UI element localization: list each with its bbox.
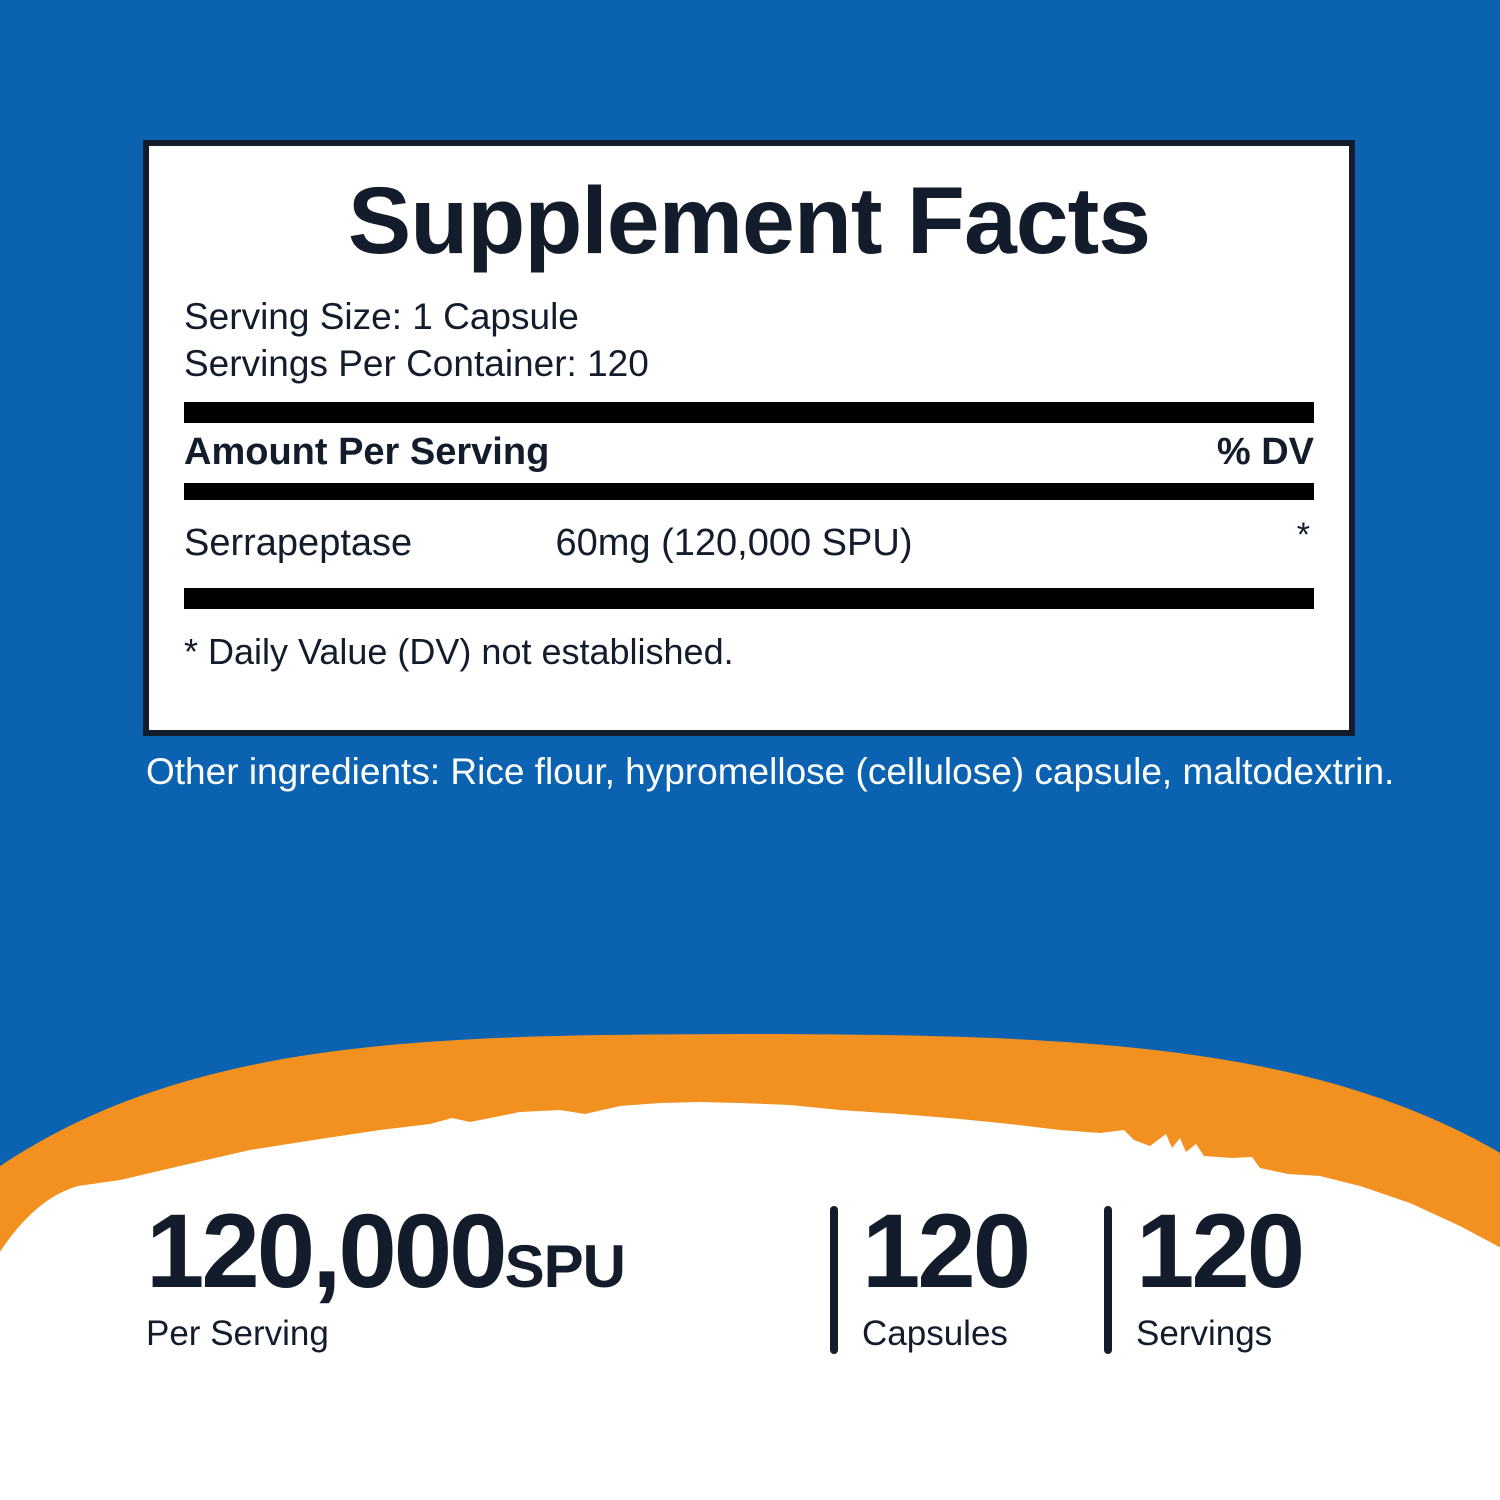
stat-divider-1 [830, 1206, 838, 1354]
nutrient-dv: * [1296, 515, 1310, 554]
supplement-facts-title: Supplement Facts [347, 168, 1151, 274]
serving-info: Serving Size: 1 Capsule Servings Per Con… [184, 293, 1314, 388]
nutrient-name: Serrapeptase [184, 521, 413, 564]
stat-servings-value: 120 [1136, 1193, 1305, 1310]
table-row: Serrapeptase 60mg (120,000 SPU) * [184, 500, 1314, 588]
stat-capsules-value: 120 [862, 1193, 1031, 1310]
rule-under-header [184, 482, 1314, 500]
supplement-facts-panel: Supplement Facts Serving Size: 1 Capsule… [143, 140, 1355, 736]
stat-spu-per-serving: 120,000SPU Per Serving [146, 1199, 626, 1354]
stat-spu-value: 120,000SPU [146, 1199, 626, 1304]
daily-value-footnote: * Daily Value (DV) not established. [184, 630, 734, 672]
rule-bottom [184, 587, 1314, 609]
table-header-row: Amount Per Serving % DV [184, 423, 1314, 483]
stat-capsules-label: Capsules [862, 1313, 1008, 1353]
serving-size-text: Serving Size: 1 Capsule [184, 296, 579, 337]
stat-divider-2 [1104, 1206, 1112, 1354]
supplement-facts-content: Supplement Facts Serving Size: 1 Capsule… [184, 146, 1314, 730]
other-ingredients-text: Other ingredients: Rice flour, hypromell… [146, 751, 1395, 792]
servings-per-container-text: Servings Per Container: 120 [184, 343, 649, 385]
stat-spu-label: Per Serving [146, 1313, 329, 1353]
stat-spu-unit: SPU [504, 1233, 626, 1300]
stat-servings-label: Servings [1136, 1313, 1273, 1353]
percent-dv-header: % DV [1216, 431, 1314, 474]
product-stats-bar: 120,000SPU Per Serving 120 Capsules 120 … [0, 1196, 1500, 1396]
amount-per-serving-header: Amount Per Serving [184, 431, 550, 474]
stat-capsules: 120 Capsules [862, 1193, 1031, 1354]
stat-spu-number: 120,000 [146, 1193, 508, 1310]
stat-servings: 120 Servings [1136, 1193, 1305, 1354]
rule-top [184, 401, 1314, 423]
white-torn-arc [0, 1102, 1500, 1500]
nutrient-amount: 60mg (120,000 SPU) [555, 521, 913, 564]
